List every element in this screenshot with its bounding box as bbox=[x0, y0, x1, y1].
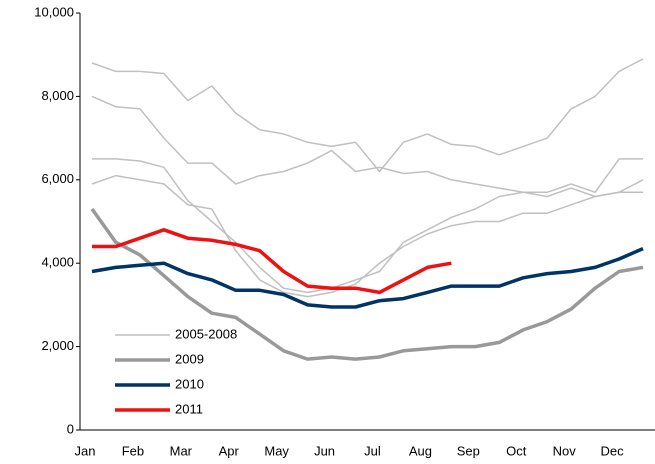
x-tick-label: Aug bbox=[409, 443, 432, 458]
legend-label: 2011 bbox=[175, 401, 203, 416]
x-tick-label: Nov bbox=[553, 443, 577, 458]
x-tick-label: Mar bbox=[170, 443, 193, 458]
y-tick-label: 2,000 bbox=[41, 338, 74, 353]
legend-label: 2010 bbox=[175, 376, 204, 391]
x-tick-label: Feb bbox=[122, 443, 144, 458]
x-tick-label: Jun bbox=[314, 443, 335, 458]
x-tick-label: Jul bbox=[364, 443, 381, 458]
x-tick-label: Apr bbox=[219, 443, 240, 458]
x-tick-label: Dec bbox=[601, 443, 625, 458]
legend-label: 2005-2008 bbox=[175, 326, 237, 341]
series-line bbox=[91, 246, 644, 309]
y-tick-label: 0 bbox=[67, 421, 74, 436]
y-tick-label: 4,000 bbox=[41, 255, 74, 270]
series-line bbox=[92, 228, 452, 295]
x-tick-label: Oct bbox=[506, 443, 527, 458]
series-line bbox=[92, 158, 644, 294]
series-line bbox=[90, 207, 644, 361]
x-tick-label: May bbox=[264, 443, 289, 458]
x-tick-label: Sep bbox=[457, 443, 480, 458]
series-line bbox=[91, 174, 643, 298]
legend-label: 2009 bbox=[175, 351, 204, 366]
y-tick-label: 6,000 bbox=[41, 171, 74, 186]
x-tick-label: Jan bbox=[74, 443, 95, 458]
series-line bbox=[91, 95, 643, 194]
y-tick-label: 10,000 bbox=[34, 4, 74, 19]
series-line bbox=[91, 58, 644, 173]
y-tick-label: 8,000 bbox=[41, 88, 74, 103]
